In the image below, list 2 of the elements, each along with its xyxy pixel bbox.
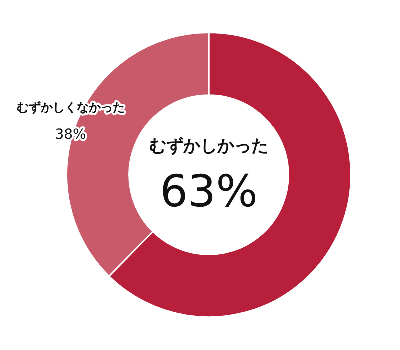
- data-label: 63%: [160, 166, 258, 218]
- slice-label: むずかしかった: [150, 136, 268, 156]
